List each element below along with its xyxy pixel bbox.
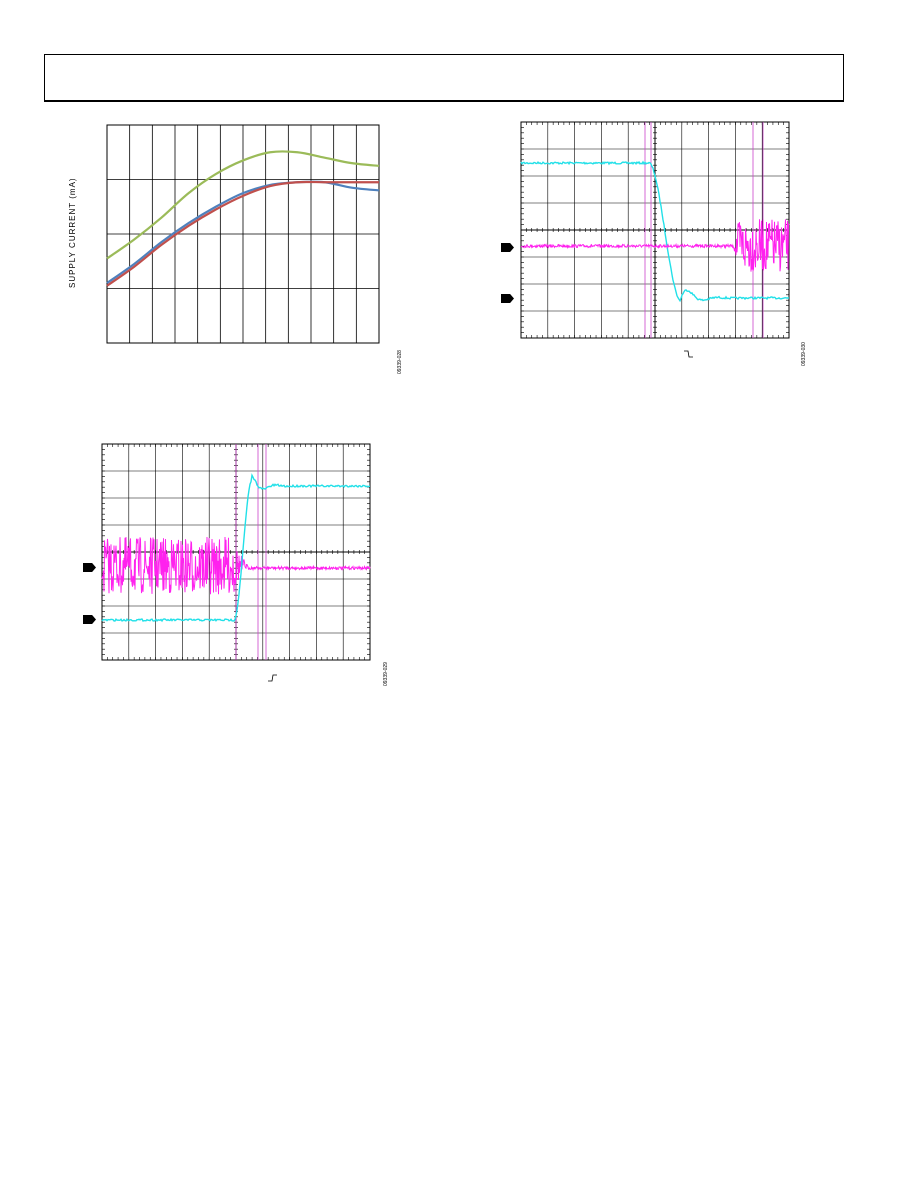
scope-figure-power-up: 09339-029 xyxy=(80,440,400,695)
channel-1-trace xyxy=(101,473,370,623)
axis-ticks xyxy=(520,121,790,339)
page-header-box xyxy=(44,54,844,102)
supply-current-chart xyxy=(106,124,380,344)
channel-2-trace xyxy=(101,536,371,595)
channel-1-trace xyxy=(520,160,790,303)
y-axis-label: SUPPLY CURRENT (mA) xyxy=(68,177,77,288)
channel-1-marker xyxy=(83,563,96,572)
oscilloscope-plot xyxy=(101,443,371,661)
series-line-1 xyxy=(106,150,380,260)
channel-2-marker xyxy=(501,294,514,303)
figure-id: 09339-030 xyxy=(801,342,807,366)
supply-current-figure: SUPPLY CURRENT (mA) 09339-028 xyxy=(60,120,403,380)
trigger-rising-icon xyxy=(268,674,277,684)
trigger-falling-icon xyxy=(684,350,693,360)
channel-1-marker xyxy=(501,243,514,252)
figure-id: 09339-029 xyxy=(383,662,389,686)
channel-2-marker xyxy=(83,615,96,624)
oscilloscope-plot xyxy=(520,121,790,339)
series-line-2 xyxy=(106,180,380,284)
scope-figure-power-down: 09339-030 xyxy=(498,118,818,373)
series-line-3 xyxy=(106,180,379,287)
figure-id: 09339-028 xyxy=(397,350,403,374)
channel-2-trace xyxy=(520,219,790,272)
